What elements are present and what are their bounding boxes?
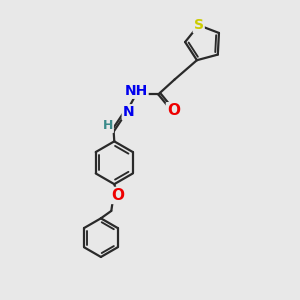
- Text: H: H: [103, 119, 113, 132]
- Text: O: O: [111, 188, 124, 203]
- Text: O: O: [167, 103, 180, 118]
- Text: N: N: [123, 105, 134, 119]
- Text: NH: NH: [124, 84, 148, 98]
- Text: S: S: [194, 18, 204, 32]
